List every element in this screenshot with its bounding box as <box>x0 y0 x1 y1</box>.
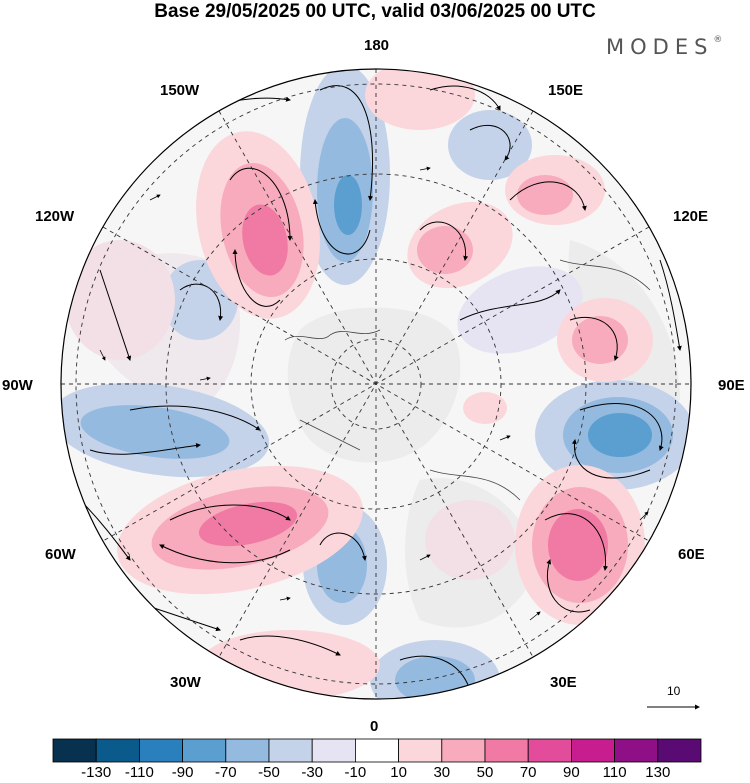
lon-label-120e: 120E <box>673 208 709 225</box>
anomaly-neg <box>588 413 652 457</box>
graticule <box>61 69 691 699</box>
colorbar-tick-label: -70 <box>214 764 237 781</box>
colorbar-swatch <box>398 738 443 763</box>
colorbar-tick-label: 70 <box>519 764 537 781</box>
anomaly-pos <box>417 226 473 274</box>
colorbar-tick-label: -130 <box>81 764 112 781</box>
colorbar-swatch <box>52 738 97 763</box>
colorbar-tick-label: 30 <box>433 764 451 781</box>
anomaly-neg <box>448 110 532 180</box>
anomaly-pos <box>548 509 608 581</box>
anomaly-pos <box>463 392 507 424</box>
colorbar-swatch <box>182 738 227 763</box>
lon-label-90w: 90W <box>2 377 33 394</box>
brand-name: MODES <box>606 35 714 59</box>
anomaly-pos <box>65 240 175 360</box>
reference-vector-label: 10 <box>667 684 681 698</box>
map-border <box>60 68 692 700</box>
colorbar-swatch <box>311 738 356 763</box>
colorbar-tick-label: -10 <box>344 764 367 781</box>
colorbar-tick-label: 50 <box>476 764 494 781</box>
wind-arrows <box>99 159 649 621</box>
colorbar-swatch <box>527 738 572 763</box>
colorbar-tick-label: -90 <box>171 764 194 781</box>
colorbar-swatch <box>571 738 616 763</box>
anomaly-pos <box>198 501 298 547</box>
colorbar-swatch <box>614 738 659 763</box>
lon-label-150e: 150E <box>548 82 584 99</box>
colorbar-swatch <box>138 738 183 763</box>
anomaly-pos <box>242 204 288 276</box>
map-title: Base 29/05/2025 00 UTC, valid 03/06/2025… <box>154 1 596 22</box>
colorbar-tick-label: 130 <box>645 764 671 781</box>
colorbar-swatch <box>484 738 529 763</box>
colorbar-swatch <box>657 738 702 763</box>
colorbar-swatch <box>225 738 270 763</box>
anomaly-pos <box>572 316 628 364</box>
lon-label-60w: 60W <box>45 546 76 563</box>
lon-label-30e: 30E <box>550 674 577 691</box>
lon-label-120w: 120W <box>35 208 75 225</box>
anomaly-pos <box>517 175 573 215</box>
lon-label-0: 0 <box>370 718 379 735</box>
arctic-land <box>287 307 461 463</box>
colorbar-tick-label: -30 <box>301 764 324 781</box>
anomaly-neg <box>457 266 583 354</box>
lon-label-150w: 150W <box>160 82 200 99</box>
colorbar-tick-label: -110 <box>124 764 154 781</box>
registered-mark: ® <box>713 35 723 45</box>
anomaly-neg <box>334 175 362 235</box>
coastline <box>284 259 651 501</box>
colorbar-tick-label: 90 <box>563 764 580 781</box>
colorbar-tick-label: -50 <box>258 764 280 781</box>
modes-logo: MODES® <box>606 35 722 59</box>
colorbar-tick-label: 110 <box>602 764 627 781</box>
lon-label-60e: 60E <box>678 546 705 563</box>
colorbar-swatch <box>354 738 399 763</box>
lon-label-90e: 90E <box>718 377 745 394</box>
colorbar-swatch <box>268 738 313 763</box>
anomaly-field <box>61 69 691 699</box>
lon-label-180: 180 <box>364 37 390 54</box>
colorbar-swatch <box>441 738 486 763</box>
anomaly-neg <box>80 405 230 459</box>
lon-label-30w: 30W <box>170 674 201 691</box>
colorbar-swatch <box>95 738 140 763</box>
anomaly-pos <box>425 500 515 580</box>
colorbar-tick-label: 10 <box>390 764 407 781</box>
